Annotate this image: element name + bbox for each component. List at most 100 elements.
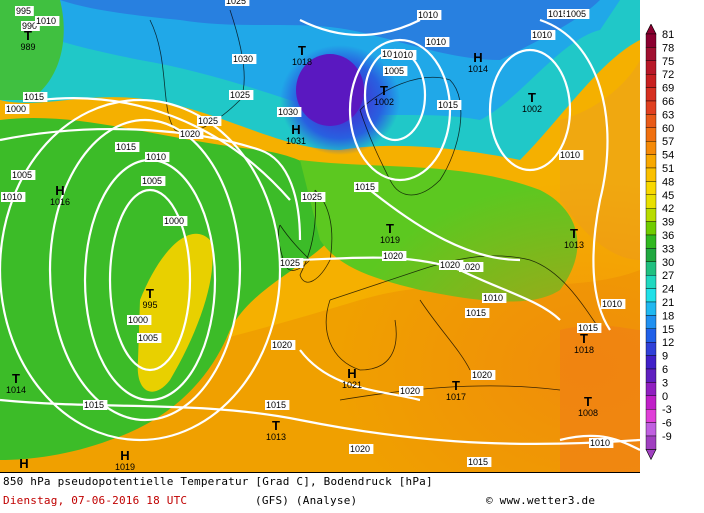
- isobar-label-bg: [141, 176, 166, 186]
- isobar-label-bg: [265, 400, 290, 410]
- colorbar-cell: [645, 207, 657, 222]
- isobar-1005-east: [488, 48, 572, 172]
- colorbar-tick-label: 42: [662, 203, 674, 215]
- colorbar-cell: [645, 60, 657, 75]
- colorbar-tick-label: 30: [662, 257, 674, 269]
- isobar-label: 1000: [164, 216, 184, 226]
- low-pressure-marker: T: [580, 331, 588, 346]
- isobar-label: 1010: [2, 192, 22, 202]
- pressure-center-value: 1019: [115, 462, 135, 472]
- colorbar-cell: [645, 382, 657, 396]
- isobar-label: 1020: [400, 386, 420, 396]
- colorbar-tick-label: 54: [662, 150, 674, 162]
- isobar-labels: 995 990 1000 1025 1005 1010 1015 1010 1030 1025 10…: [1, 0, 626, 467]
- isobar-label: 1015: [24, 92, 44, 102]
- isobar-label: 1010: [426, 37, 446, 47]
- colorbar-cell: [645, 315, 657, 329]
- low-pressure-marker: T: [272, 418, 280, 433]
- isobar-label-bg: [5, 104, 30, 114]
- colorbar-tick-label: 78: [662, 42, 674, 54]
- colorbar-tick-label: 51: [662, 163, 674, 175]
- low-pressure-marker: T: [452, 378, 460, 393]
- colorbar-cell: [645, 114, 657, 129]
- pressure-center-value: 1016: [50, 197, 70, 207]
- colorbar-cell: [645, 154, 657, 169]
- isobar-1010: [48, 118, 242, 422]
- isobar-label-bg: [417, 10, 442, 20]
- isobar-label-bg: [197, 116, 222, 126]
- colorbar-tick-label: 48: [662, 176, 674, 188]
- colorbar-cell: [645, 342, 657, 356]
- colorbar-cell: [645, 167, 657, 182]
- colorbar-cell: [645, 33, 657, 48]
- colorbar-tick-label: -6: [662, 418, 672, 430]
- isobar-label-bg: [1, 192, 26, 202]
- isobar-label-bg: [232, 54, 257, 64]
- isobar-label: 1010: [560, 150, 580, 160]
- colorbar-cell: [645, 409, 657, 423]
- low-pressure-marker: T: [146, 286, 154, 301]
- colorbar-cell: [645, 422, 657, 437]
- low-pressure-marker: T: [570, 226, 578, 241]
- isobar-label: 995: [16, 6, 31, 16]
- colorbar-tick-label: 18: [662, 310, 674, 322]
- model-info: (GFS) (Analyse): [255, 494, 358, 507]
- isobar-label-bg: [465, 308, 490, 318]
- isobar-label: 1015: [116, 142, 136, 152]
- pressure-center-value: 1021: [342, 380, 362, 390]
- colorbar-cell: [645, 435, 657, 450]
- isobar-1020-west: [0, 128, 302, 241]
- isobar-label-bg: [382, 251, 407, 261]
- colorbar-tick-label: 45: [662, 190, 674, 202]
- colorbar-cell: [645, 368, 657, 383]
- isobar-label: 1000: [6, 104, 26, 114]
- colorbar-tick-label: 24: [662, 284, 674, 296]
- isobar-label: 1025: [280, 258, 300, 268]
- isobar-label: 1020: [272, 340, 292, 350]
- scandinavia-coast: [359, 76, 462, 196]
- high-pressure-marker: H: [120, 448, 129, 463]
- colorbar-ticks: 8178757269666360575451484542393633302724…: [662, 29, 674, 443]
- isobar-label: 1025: [230, 90, 250, 100]
- low-pressure-marker: T: [24, 28, 32, 43]
- isobar-label-bg: [127, 315, 152, 325]
- colorbar-tick-label: 57: [662, 136, 674, 148]
- pressure-center-value: 1018: [292, 57, 312, 67]
- colorbar-cell: [645, 221, 657, 236]
- isobar-1020-south: [299, 349, 421, 402]
- credit-link[interactable]: © www.wetter3.de: [486, 494, 596, 507]
- colorbar-cell: [645, 248, 657, 262]
- high-pressure-marker: H: [347, 366, 356, 381]
- isobar-label-bg: [425, 37, 450, 47]
- isobar-label: 1005: [384, 66, 404, 76]
- colorbar-cell: [645, 47, 657, 61]
- colorbar-cell: [645, 274, 657, 289]
- colorbar-cell: [645, 261, 657, 276]
- colorbar-tick-label: 66: [662, 96, 674, 108]
- isobar-1015-europe: [369, 189, 521, 262]
- pressure-center-value: 1017: [446, 392, 466, 402]
- isobar-label-bg: [83, 400, 108, 410]
- isobar-label-bg: [482, 293, 507, 303]
- colorbar-arrow-down: [645, 449, 657, 461]
- isobar-label: 1010: [36, 16, 56, 26]
- isobar-label: 1015: [468, 457, 488, 467]
- isobar-label-bg: [179, 129, 204, 139]
- isobar-label-bg: [601, 299, 626, 309]
- isobar-label-bg: [35, 16, 60, 26]
- colorbar-cell: [645, 127, 657, 142]
- isobar-1010-se: [559, 434, 640, 451]
- valid-date: Dienstag, 07-06-2016 18 UTC: [3, 494, 188, 507]
- colorbar-tick-label: 81: [662, 29, 674, 41]
- pressure-center-value: 1019: [380, 235, 400, 245]
- pressure-center-value: 1018: [574, 345, 594, 355]
- map-title: 850 hPa pseudopotentielle Temperatur [Gr…: [3, 475, 433, 488]
- isobar-label-bg: [354, 182, 379, 192]
- isobar-1025-west: [39, 97, 291, 201]
- colorbar-tick-label: 33: [662, 243, 674, 255]
- isobar-label-bg: [577, 323, 602, 333]
- isobar-label-bg: [399, 386, 424, 396]
- isobar-label-bg: [437, 100, 462, 110]
- colorbar-arrow-up: [645, 24, 657, 35]
- isobar-label-bg: [11, 170, 36, 180]
